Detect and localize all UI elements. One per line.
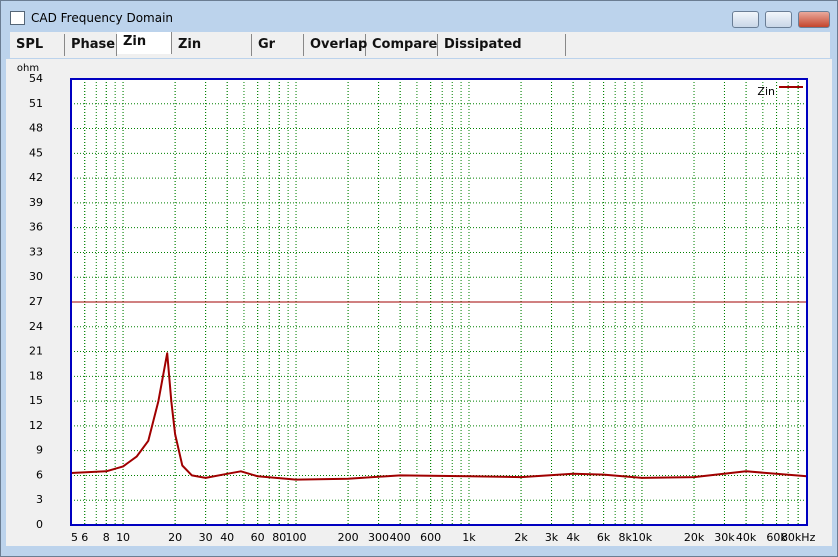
tab[interactable]: SPL [10,34,65,56]
y-tick-label: 18 [29,369,43,382]
tab[interactable]: Gr Del [252,34,304,74]
legend-label: Zin [757,85,775,98]
maximize-button[interactable] [765,11,792,28]
x-tick-label: 80kHz [781,531,816,544]
y-tick-label: 0 [36,518,43,531]
y-tick-label: 21 [29,345,43,358]
x-tick-label: 30 [199,531,213,544]
y-tick-label: 39 [29,196,43,209]
x-tick-label: 20 [168,531,182,544]
x-tick-label: 600 [420,531,441,544]
x-tick-label: 8 [103,531,110,544]
y-tick-label: 9 [36,444,43,457]
y-tick-label: 6 [36,468,43,481]
x-tick-label: 2k [514,531,528,544]
tab[interactable]: Zin Phase [172,34,252,74]
x-tick-label: 3k [545,531,559,544]
tab[interactable]: Zin [117,32,172,54]
x-tick-label: 40k [736,531,757,544]
y-tick-label: 27 [29,295,43,308]
y-tick-label: 51 [29,97,43,110]
y-tick-label: 30 [29,270,43,283]
x-tick-label: 1k [462,531,476,544]
x-tick-label: 80 [272,531,286,544]
x-tick-label: 10k [632,531,653,544]
x-tick-label: 20k [684,531,705,544]
y-tick-label: 54 [29,72,43,85]
y-tick-label: 3 [36,493,43,506]
x-tick-label: 100 [286,531,307,544]
tab[interactable]: Dissipated Power [438,34,566,74]
y-axis-label: ohm [17,63,39,74]
y-tick-label: 12 [29,419,43,432]
y-tick-label: 24 [29,320,43,333]
window-icon [10,11,25,25]
x-tick-label: 60k [766,531,787,544]
window-title: CAD Frequency Domain [31,11,174,25]
x-tick-label: 300 [368,531,389,544]
tab-strip: SPL Phase Zin Zin Phase Gr Del Overlap Compare… [10,32,830,74]
minimize-button[interactable] [732,11,759,28]
plot-border [70,78,808,526]
y-tick-label: 48 [29,122,43,135]
y-tick-label: 15 [29,394,43,407]
x-tick-label: 8k [619,531,633,544]
x-tick-label: 10 [116,531,130,544]
x-tick-label: 5 [71,531,78,544]
close-button[interactable] [798,11,830,28]
x-tick-label: 200 [338,531,359,544]
x-tick-label: 400 [390,531,411,544]
x-tick-label: 6 [81,531,88,544]
tab[interactable]: Compare [366,34,438,56]
y-tick-label: 33 [29,245,43,258]
tab[interactable]: Phase [65,34,117,56]
tab[interactable]: Overlap [304,34,367,56]
x-tick-label: 60 [251,531,265,544]
x-tick-label: 40 [220,531,234,544]
x-tick-label: 6k [597,531,611,544]
x-tick-label: 4k [566,531,580,544]
y-tick-label: 36 [29,221,43,234]
y-tick-label: 45 [29,146,43,159]
data-line [70,352,808,481]
x-tick-label: 30k [714,531,735,544]
y-tick-label: 42 [29,171,43,184]
